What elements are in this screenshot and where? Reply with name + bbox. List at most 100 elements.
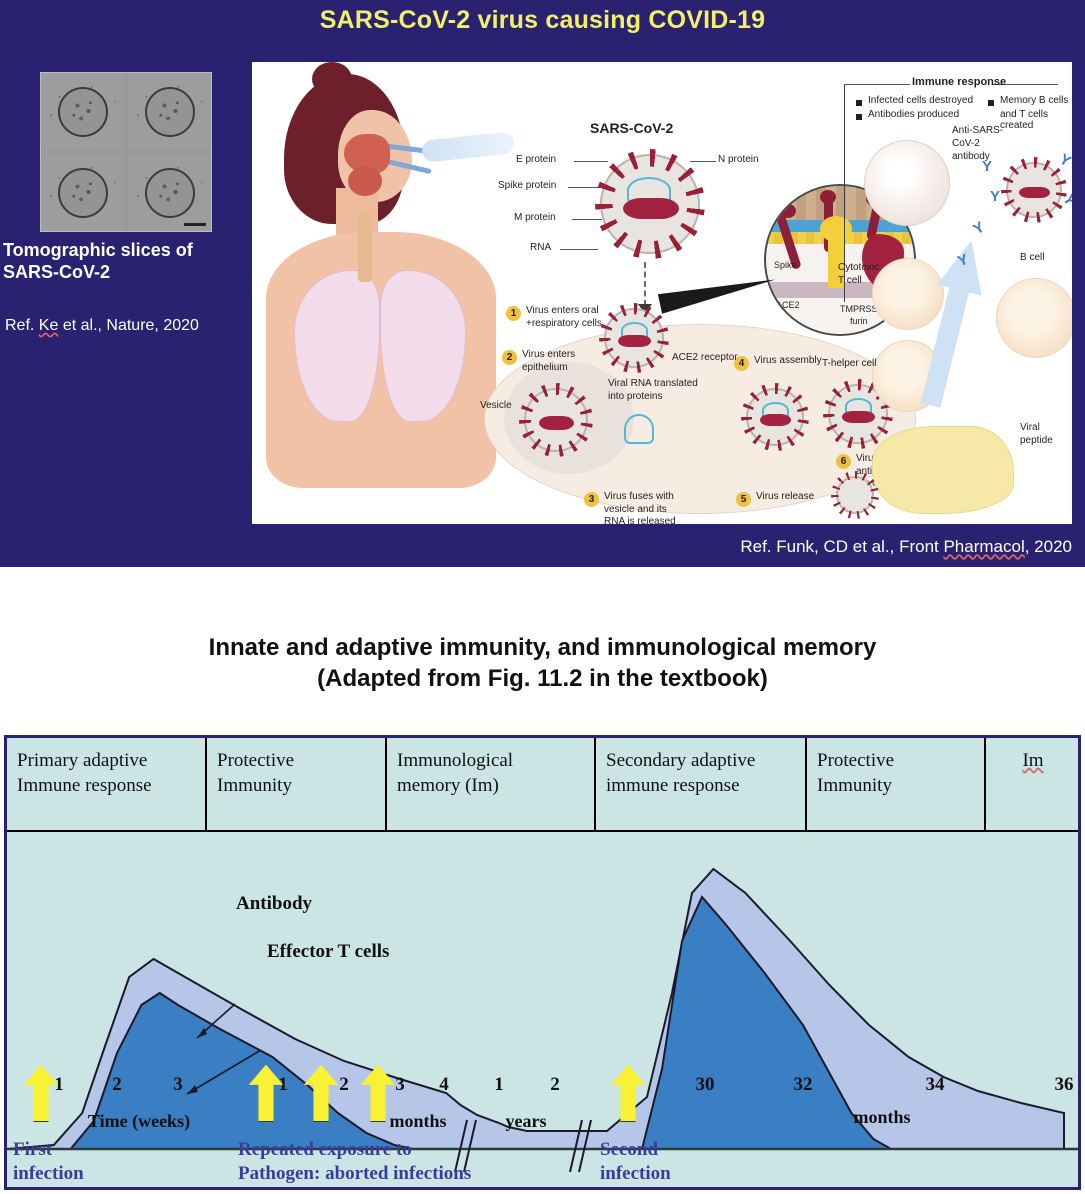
response-curves-svg [7, 867, 1078, 1173]
diagram-reference: Ref. Funk, CD et al., Front Pharmacol, 2… [740, 537, 1072, 556]
cytotoxic-t-cell [872, 258, 944, 330]
phase-label-line1: Immunological [397, 750, 514, 771]
step-text-1: Virus enters oral +respiratory cells [526, 305, 602, 329]
event-label-line1: Repeated exposure to [238, 1139, 412, 1160]
phase-label-line2: immune response [606, 775, 740, 797]
b-cell [996, 278, 1072, 358]
x-unit-label: Time (weeks) [87, 1111, 191, 1131]
em-caption: Tomographic slices of SARS-CoV-2 [3, 240, 253, 284]
phase-label-line1: Protective [817, 750, 895, 771]
x-unit-label: years [505, 1111, 547, 1131]
bullet-square-icon [856, 114, 862, 120]
axis-break-slash [569, 1119, 583, 1173]
event-label-5: Second infection [600, 1138, 671, 1186]
label-rna: RNA [530, 242, 552, 253]
x-tick-label: 2 [339, 1074, 349, 1095]
phase-label-line2: Immune response [17, 775, 152, 797]
phase-column-3: Immunological memory (Im) [387, 738, 596, 832]
leader-line [690, 161, 716, 162]
step-number-2: 2 [502, 350, 517, 365]
virus-rna-red [1019, 186, 1050, 199]
annotation-arrows [186, 1003, 262, 1095]
x-tick-label: 30 [695, 1074, 715, 1095]
virus-rna-red [842, 410, 875, 423]
label-b-cell: B cell [1020, 252, 1045, 263]
event-label-line2: infection [600, 1162, 671, 1184]
phase-column-4: Secondary adaptive immune response [596, 738, 807, 832]
bullet-square-icon [988, 100, 994, 106]
event-label-line2: Pathogen: aborted infections [238, 1162, 472, 1184]
x-tick-label: 1 [54, 1074, 64, 1095]
phase-column-2: Protective Immunity [207, 738, 387, 832]
virion-icon [144, 86, 195, 137]
lung-left [294, 270, 380, 422]
em-caption-line2: SARS-CoV-2 [3, 261, 111, 282]
axis-break-slash [463, 1119, 477, 1173]
event-label-line1: Second [600, 1139, 659, 1160]
label-tmprss2: TMPRSS2/ [840, 304, 886, 314]
phase-label-line2: memory (Im) [397, 775, 499, 797]
antibody-icon: Y [982, 158, 993, 175]
virion-icon [144, 167, 195, 218]
x-unit-label: months [389, 1111, 447, 1131]
antibody-icon: Y [970, 218, 988, 239]
x-tick-label: 3 [173, 1074, 183, 1095]
step-number-3: 3 [584, 492, 599, 507]
figure-title-line2: (Adapted from Fig. 11.2 in the textbook) [317, 665, 768, 693]
x-tick-label: 3 [395, 1074, 405, 1095]
x-tick-label: 2 [550, 1074, 560, 1095]
virion-icon [57, 167, 108, 218]
phase-label: Im [1022, 750, 1044, 771]
leader-line [560, 249, 598, 250]
step-text-5: Virus release [756, 491, 815, 502]
step-text-2: Virus enters epithelium [522, 349, 576, 373]
step-number-1: 1 [506, 306, 521, 321]
oral-cavity [348, 166, 382, 196]
x-tick-label: 32 [793, 1074, 813, 1095]
event-label-line1: First [13, 1139, 53, 1160]
leader-line [568, 187, 600, 188]
phase-label-line1: Secondary adaptive [606, 750, 756, 771]
em-caption-line1: Tomographic slices of [3, 240, 193, 260]
trachea [358, 212, 372, 282]
translated-protein-icon [624, 414, 654, 444]
label-anti-sars-antibody: Anti-SARS- CoV-2 antibody [952, 125, 1004, 162]
lung-right [380, 270, 466, 422]
spellcheck-word: Ke [38, 317, 59, 334]
spellcheck-word: Pharmacol [943, 537, 1025, 556]
label-spike: Spike [774, 260, 797, 270]
phase-column-6: Im [986, 738, 1078, 832]
page-title: SARS-CoV-2 virus causing COVID-19 [319, 6, 766, 34]
em-slice-1 [41, 73, 124, 150]
phase-label-line2: Immunity [217, 775, 292, 797]
sars-cov2-slide-panel: SARS-CoV-2 virus causing COVID-19 Tomogr… [0, 0, 1085, 567]
step-number-6: 6 [836, 454, 851, 469]
scale-bar [184, 223, 206, 226]
event-label-2: Repeated exposure to Pathogen: aborted in… [238, 1138, 471, 1186]
x-tick-label: 2 [112, 1074, 122, 1095]
figure-title: Innate and adaptive immunity, and immuno… [0, 632, 1085, 694]
virus-particle-release [828, 384, 888, 444]
label-rna-translation: Viral RNA translated into proteins [608, 378, 698, 402]
label-m-protein: M protein [514, 212, 556, 223]
label-t-helper-cell: T-helper cell [822, 358, 877, 369]
virus-rna-red [539, 416, 574, 430]
antibody-annotation: Antibody [236, 893, 313, 914]
immune-rule-b [992, 84, 1058, 85]
label-n-protein: N protein [718, 154, 759, 165]
antigen-presenting-cell [872, 426, 1014, 514]
spike-head-icon [780, 204, 796, 218]
virus-particle-ingested [836, 476, 874, 514]
x-tick-label: 1 [494, 1074, 504, 1095]
label-ace2: ACE2 [776, 300, 800, 310]
label-e-protein: E protein [516, 154, 557, 165]
infected-cell [864, 140, 950, 226]
x-unit-label: months [853, 1107, 911, 1127]
label-furin: furin [850, 316, 868, 326]
phase-column-1: Primary adaptive Immune response [7, 738, 207, 832]
label-spike-protein: Spike protein [498, 180, 557, 191]
plot-area [7, 832, 1078, 1190]
label-ace2-receptor: ACE2 receptor [672, 352, 738, 363]
label-viral-peptide: Viral peptide [1020, 422, 1053, 446]
em-slice-3 [41, 154, 124, 231]
